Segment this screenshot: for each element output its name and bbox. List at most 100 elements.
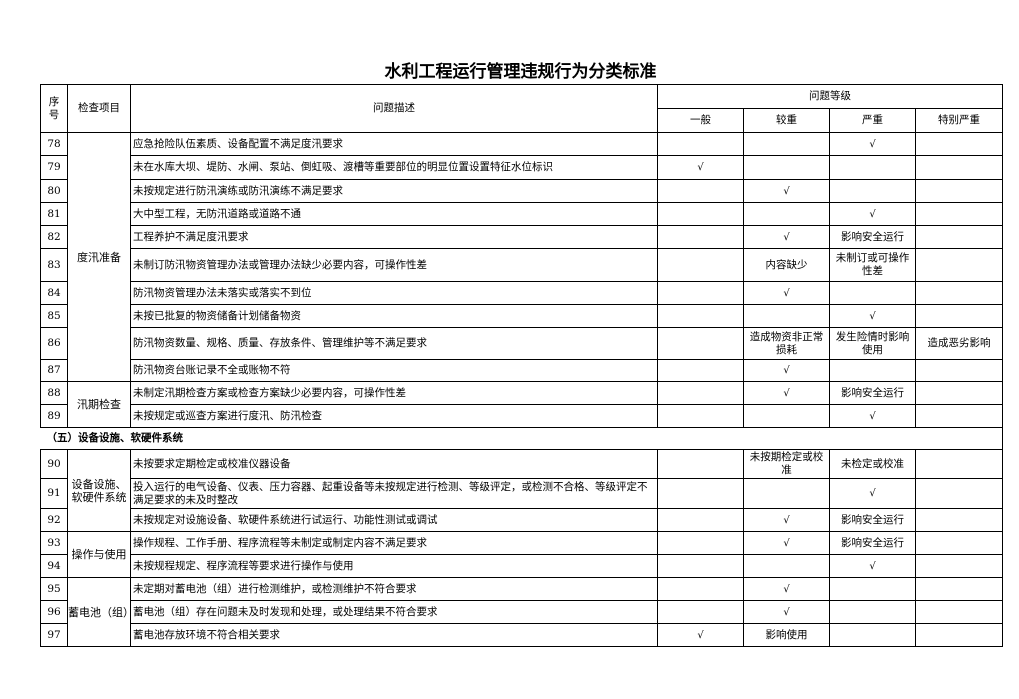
check-mark-icon: √	[743, 179, 830, 203]
level-general-cell	[657, 359, 744, 382]
row-number: 79	[40, 155, 68, 180]
row-number: 86	[40, 327, 68, 360]
level-general-cell	[657, 531, 744, 555]
table-row: 82 工程养护不满足度汛要求 √ 影响安全运行	[40, 225, 1003, 249]
level-critical-cell	[915, 281, 1003, 305]
level-critical-cell	[915, 478, 1003, 509]
table-row: 85 未按已批复的物资储备计划储备物资 √	[40, 304, 1003, 328]
table-row: 95 蓄电池（组） 未定期对蓄电池（组）进行检测维护，或检测维护不符合要求 √	[40, 577, 1003, 647]
row-number: 80	[40, 179, 68, 203]
problem-description: 工程养护不满足度汛要求	[130, 225, 658, 249]
check-mark-icon: √	[657, 623, 744, 647]
header-level-serious: 严重	[829, 108, 916, 133]
row-number: 83	[40, 248, 68, 282]
row-number: 93	[40, 531, 68, 555]
header-level-general: 一般	[657, 108, 744, 133]
level-general-cell	[657, 281, 744, 305]
row-number: 81	[40, 202, 68, 226]
header-level-critical: 特别严重	[915, 108, 1003, 133]
header-desc: 问题描述	[130, 84, 658, 133]
level-serious-cell	[829, 623, 916, 647]
level-critical-cell	[915, 359, 1003, 382]
level-moderate-cell	[743, 155, 830, 180]
check-mark-icon: √	[743, 508, 830, 532]
level-serious-cell: 影响安全运行	[829, 381, 916, 405]
level-general-cell	[657, 179, 744, 203]
level-critical-cell	[915, 577, 1003, 601]
table-row: 87 防汛物资台账记录不全或账物不符 √	[40, 359, 1003, 382]
level-moderate-cell	[743, 304, 830, 328]
level-critical-cell	[915, 381, 1003, 405]
table-row: 91 投入运行的电气设备、仪表、压力容器、起重设备等未按规定进行检测、等级评定，或…	[40, 478, 1003, 509]
level-general-cell	[657, 478, 744, 509]
check-mark-icon: √	[829, 202, 916, 226]
level-critical-cell	[915, 531, 1003, 555]
problem-description: 防汛物资台账记录不全或账物不符	[130, 359, 658, 382]
level-critical-cell	[915, 155, 1003, 180]
level-serious-cell: 未制订或可操作性差	[829, 248, 916, 282]
row-number: 94	[40, 554, 68, 578]
check-mark-icon: √	[743, 577, 830, 601]
problem-description: 防汛物资数量、规格、质量、存放条件、管理维护等不满足要求	[130, 327, 658, 360]
table-row: 81 大中型工程，无防汛道路或道路不通 √	[40, 202, 1003, 226]
problem-description: 防汛物资管理办法未落实或落实不到位	[130, 281, 658, 305]
problem-description: 未按已批复的物资储备计划储备物资	[130, 304, 658, 328]
level-critical-cell	[915, 554, 1003, 578]
header-item: 检查项目	[67, 84, 131, 133]
table-body: 78 度汛准备 应急抢险队伍素质、设备配置不满足度汛要求 √ 79 未在水库大坝、堤防、水…	[40, 132, 1003, 647]
level-moderate-cell: 影响使用	[743, 623, 830, 647]
problem-description: 应急抢险队伍素质、设备配置不满足度汛要求	[130, 132, 658, 156]
check-mark-icon: √	[743, 600, 830, 624]
level-critical-cell	[915, 404, 1003, 428]
level-serious-cell	[829, 577, 916, 601]
row-number: 87	[40, 359, 68, 382]
level-general-cell	[657, 449, 744, 479]
problem-description: 未按规定进行防汛演练或防汛演练不满足要求	[130, 179, 658, 203]
table-row: 89 未按规定或巡查方案进行度汛、防汛检查 √	[40, 404, 1003, 428]
problem-description: 未按规程规定、程序流程等要求进行操作与使用	[130, 554, 658, 578]
level-general-cell	[657, 600, 744, 624]
level-moderate-cell	[743, 554, 830, 578]
level-serious-cell	[829, 155, 916, 180]
level-moderate-cell: 内容缺少	[743, 248, 830, 282]
header-level-group: 问题等级	[657, 84, 1003, 109]
level-critical-cell	[915, 304, 1003, 328]
check-item-category: 蓄电池（组）	[67, 577, 131, 647]
row-number: 97	[40, 623, 68, 647]
level-general-cell	[657, 554, 744, 578]
check-item-category: 操作与使用	[67, 531, 131, 578]
check-mark-icon: √	[743, 381, 830, 405]
row-number: 89	[40, 404, 68, 428]
row-number: 88	[40, 381, 68, 405]
check-mark-icon: √	[743, 281, 830, 305]
problem-description: 大中型工程，无防汛道路或道路不通	[130, 202, 658, 226]
table-row: 84 防汛物资管理办法未落实或落实不到位 √	[40, 281, 1003, 305]
level-critical-cell	[915, 225, 1003, 249]
table-row: 92 未按规定对设施设备、软硬件系统进行试运行、功能性测试或调试 √ 影响安全运行	[40, 508, 1003, 532]
check-mark-icon: √	[829, 304, 916, 328]
level-serious-cell: 影响安全运行	[829, 531, 916, 555]
level-critical-cell: 造成恶劣影响	[915, 327, 1003, 360]
header-no: 序号	[40, 84, 68, 133]
row-number: 95	[40, 577, 68, 601]
level-critical-cell	[915, 449, 1003, 479]
level-moderate-cell	[743, 478, 830, 509]
level-serious-cell: 影响安全运行	[829, 508, 916, 532]
header-level-moderate: 较重	[743, 108, 830, 133]
problem-description: 蓄电池（组）存在问题未及时发现和处理，或处理结果不符合要求	[130, 600, 658, 624]
level-general-cell	[657, 304, 744, 328]
problem-description: 未制订防汛物资管理办法或管理办法缺少必要内容，可操作性差	[130, 248, 658, 282]
level-moderate-cell: 未按期检定或校准	[743, 449, 830, 479]
check-item-category: 度汛准备	[67, 132, 131, 382]
level-general-cell	[657, 577, 744, 601]
check-mark-icon: √	[829, 132, 916, 156]
row-number: 82	[40, 225, 68, 249]
level-moderate-cell	[743, 202, 830, 226]
problem-description: 未制定汛期检查方案或检查方案缺少必要内容，可操作性差	[130, 381, 658, 405]
section-row: （五）设备设施、软硬件系统	[40, 427, 1003, 450]
check-mark-icon: √	[743, 225, 830, 249]
table-row: 94 未按规程规定、程序流程等要求进行操作与使用 √	[40, 554, 1003, 578]
problem-description: 未在水库大坝、堤防、水闸、泵站、倒虹吸、渡槽等重要部位的明显位置设置特征水位标识	[130, 155, 658, 180]
level-moderate-cell: 造成物资非正常损耗	[743, 327, 830, 360]
table-row: 97 蓄电池存放环境不符合相关要求 √ 影响使用	[40, 623, 1003, 647]
